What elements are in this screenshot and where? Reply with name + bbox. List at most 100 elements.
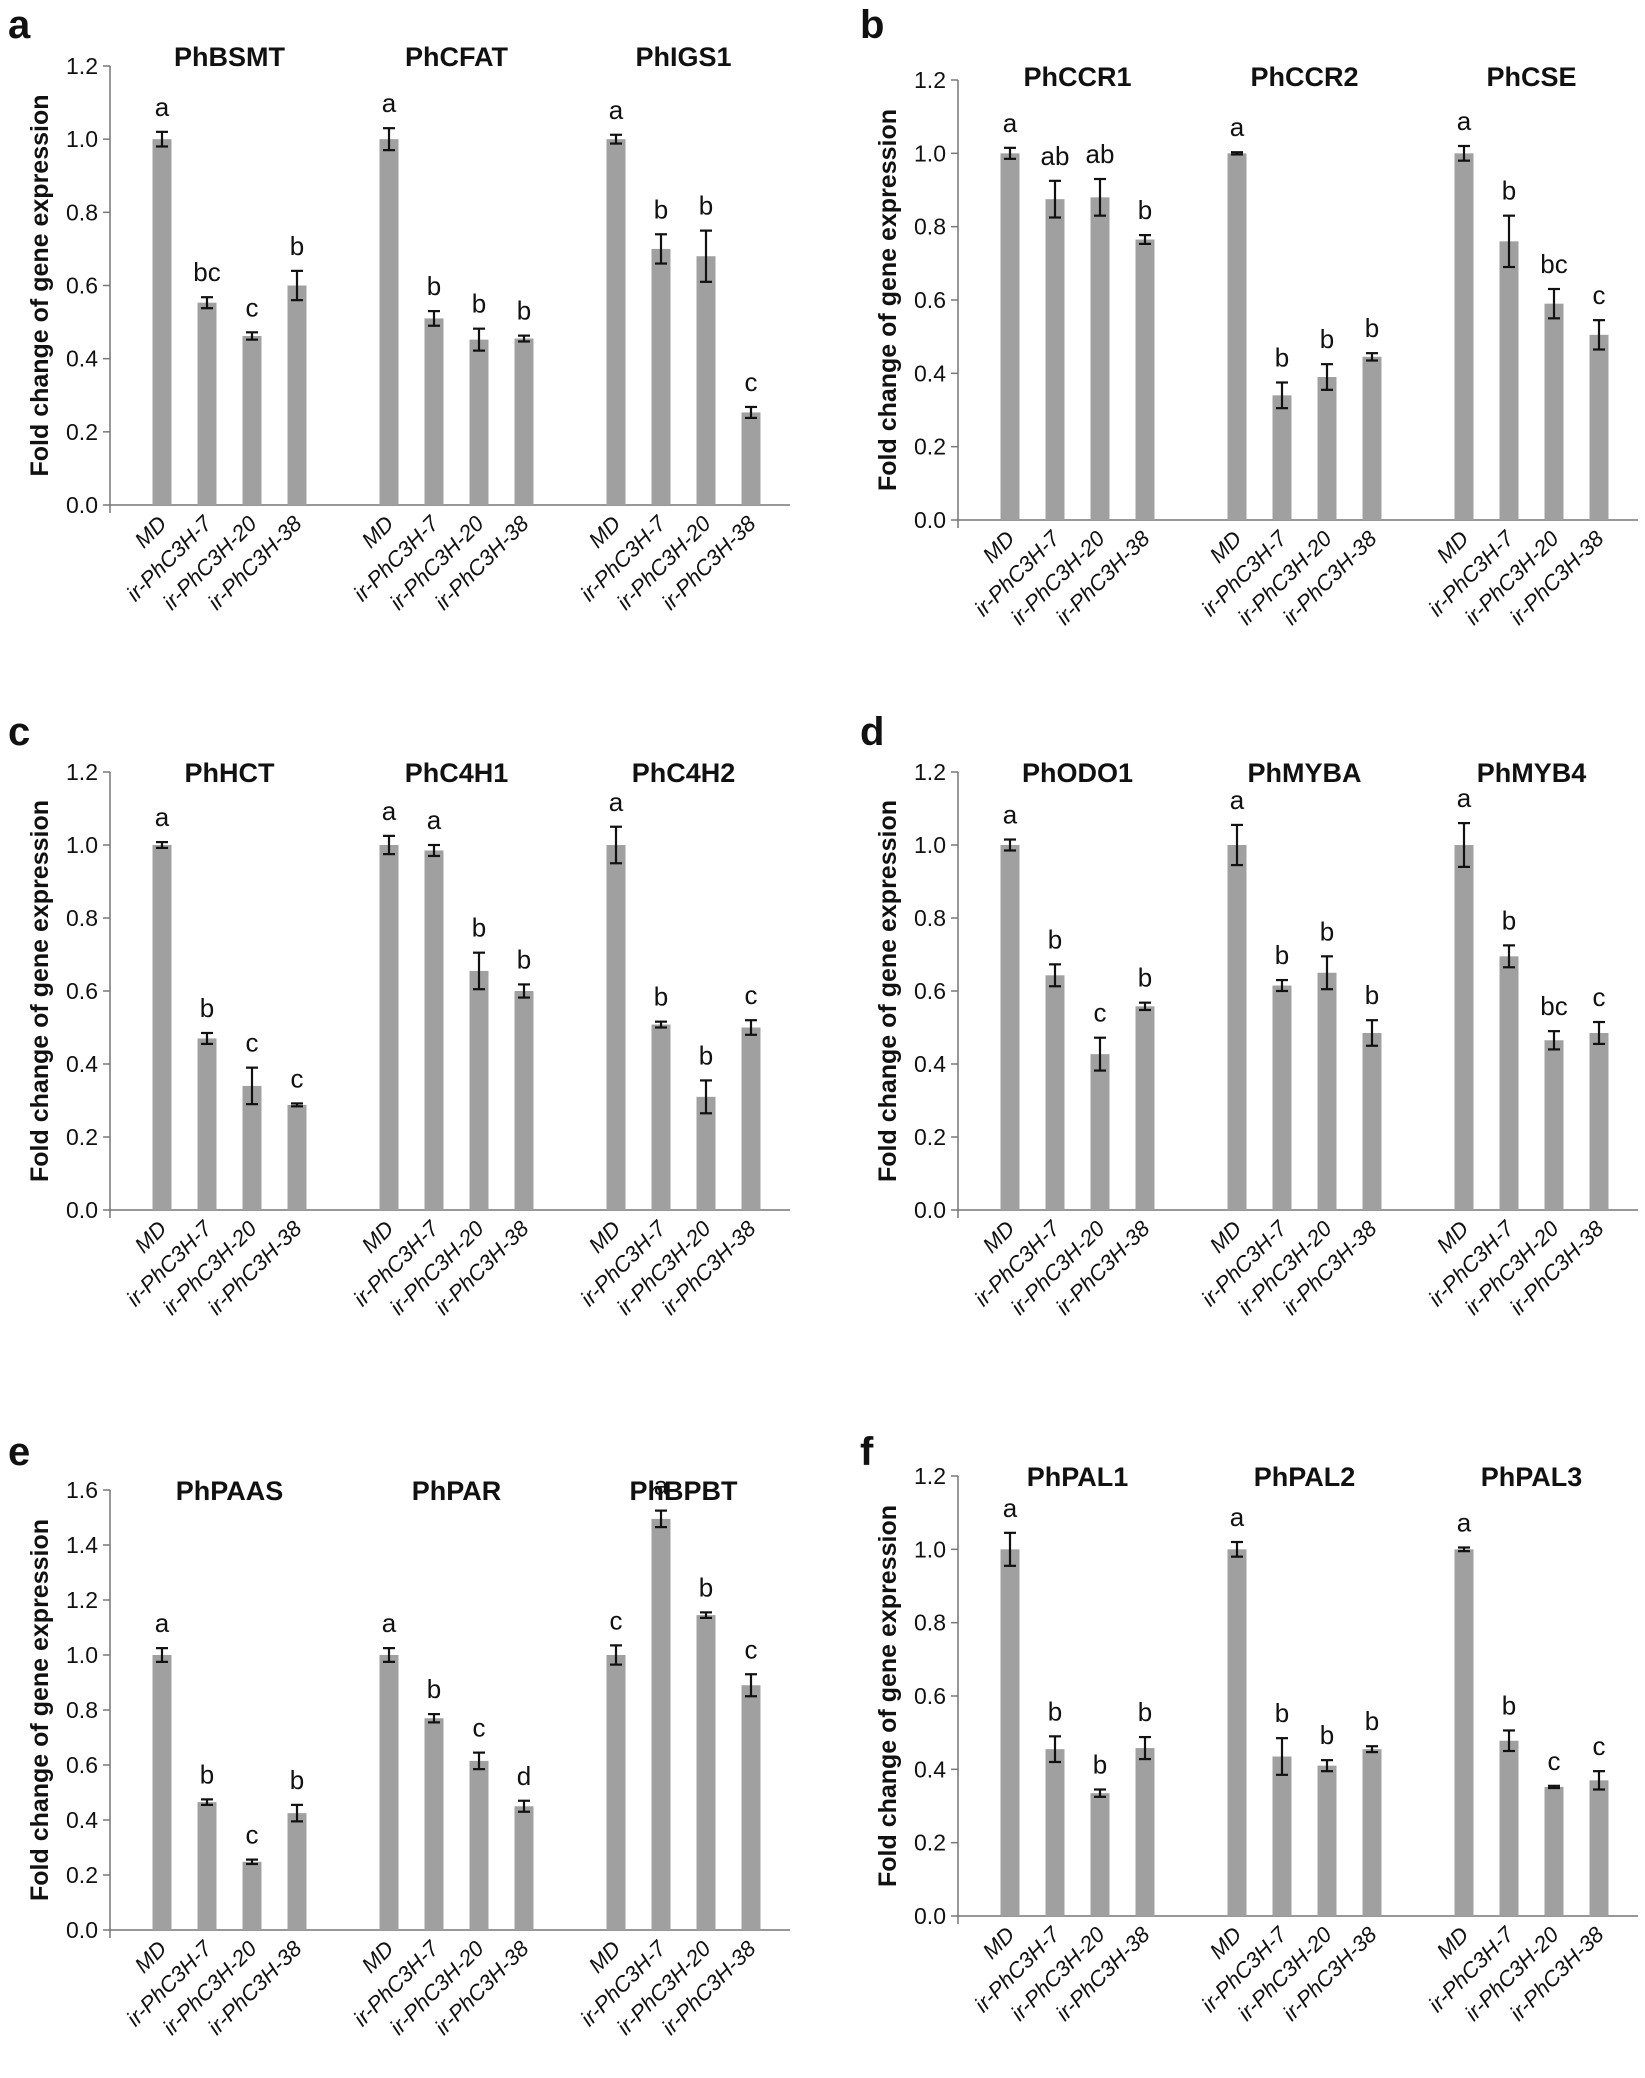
significance-letter: b xyxy=(699,1040,713,1070)
y-tick-label: 0.4 xyxy=(66,1807,98,1833)
significance-letter: a xyxy=(609,95,624,125)
panel-letter: d xyxy=(860,710,884,754)
bar-PhCSE-ir-PhC3H-7 xyxy=(1499,241,1519,521)
y-tick-label: 0.0 xyxy=(66,1917,98,1943)
bar-PhMYB4-MD xyxy=(1454,845,1474,1210)
significance-letter: b xyxy=(699,1572,713,1602)
bar-PhBSMT-ir-PhC3H-7 xyxy=(197,302,217,505)
y-tick-label: 0.2 xyxy=(914,1124,946,1150)
y-tick-label: 0.6 xyxy=(914,287,946,313)
significance-letter: d xyxy=(517,1761,531,1791)
significance-letter: a xyxy=(1457,1508,1472,1538)
significance-letter: a xyxy=(155,802,170,832)
significance-letter: b xyxy=(1138,1697,1152,1727)
y-tick-label: 0.0 xyxy=(66,1197,98,1223)
significance-letter: b xyxy=(200,993,214,1023)
bar-PhPAR-ir-PhC3H-7 xyxy=(424,1718,444,1930)
bar-PhCCR2-MD xyxy=(1227,153,1247,521)
bar-PhPAAS-ir-PhC3H-7 xyxy=(197,1802,217,1930)
gene-title: PhCSE xyxy=(1486,62,1576,92)
bar-PhMYBA-ir-PhC3H-38 xyxy=(1362,1032,1382,1210)
significance-letter: b xyxy=(290,231,304,261)
y-tick-label: 0.6 xyxy=(914,978,946,1004)
y-tick-label: 1.2 xyxy=(66,1587,98,1613)
y-tick-label: 0.8 xyxy=(914,1610,946,1636)
y-tick-label: 1.2 xyxy=(66,759,98,785)
significance-letter: b xyxy=(654,982,668,1012)
bar-PhIGS1-ir-PhC3H-20 xyxy=(696,256,716,505)
bar-PhPAR-ir-PhC3H-38 xyxy=(514,1806,534,1930)
gene-title: PhMYB4 xyxy=(1477,758,1587,788)
bar-PhPAL1-ir-PhC3H-20 xyxy=(1090,1793,1110,1916)
significance-letter: a xyxy=(1457,783,1472,813)
bar-PhPAL1-ir-PhC3H-7 xyxy=(1045,1749,1065,1916)
y-tick-label: 1.2 xyxy=(914,67,946,93)
significance-letter: b xyxy=(517,296,531,326)
y-tick-label: 0.4 xyxy=(914,360,946,386)
significance-letter: b xyxy=(1320,1720,1334,1750)
bar-PhPAL1-ir-PhC3H-38 xyxy=(1135,1748,1155,1916)
bar-PhMYBA-ir-PhC3H-7 xyxy=(1272,985,1292,1210)
bar-PhBPBT-ir-PhC3H-20 xyxy=(696,1615,716,1930)
y-tick-label: 0.2 xyxy=(66,419,98,445)
gene-title: PhMYBA xyxy=(1248,758,1362,788)
significance-letter: a xyxy=(382,1608,397,1638)
y-tick-label: 0.4 xyxy=(914,1756,946,1782)
bar-PhCCR1-ir-PhC3H-38 xyxy=(1135,239,1155,520)
y-tick-label: 1.0 xyxy=(66,1642,98,1668)
bar-PhMYBA-ir-PhC3H-20 xyxy=(1317,972,1337,1210)
bar-PhC4H2-ir-PhC3H-7 xyxy=(651,1024,671,1210)
significance-letter: a xyxy=(382,88,397,118)
chart-panel-f: f 0.0 0.2 0.4 0.6 0.8 1.0 1.2 Fold change of gen… xyxy=(860,1430,1638,2026)
significance-letter: b xyxy=(472,913,486,943)
chart-panel-e: e 0.0 0.2 0.4 0.6 0.8 1.0 1.2 1.4 1.6 Fold change … xyxy=(8,1430,790,2040)
bar-PhODO1-ir-PhC3H-38 xyxy=(1135,1006,1155,1210)
bar-PhBSMT-ir-PhC3H-38 xyxy=(287,285,307,505)
significance-letter: c xyxy=(745,980,758,1010)
bar-PhCSE-ir-PhC3H-38 xyxy=(1589,334,1609,520)
significance-letter: b xyxy=(1275,343,1289,373)
bar-PhC4H1-ir-PhC3H-20 xyxy=(469,970,489,1210)
bar-PhHCT-ir-PhC3H-7 xyxy=(197,1038,217,1210)
significance-letter: b xyxy=(517,944,531,974)
bar-PhODO1-MD xyxy=(1000,845,1020,1210)
bar-PhHCT-ir-PhC3H-38 xyxy=(287,1104,307,1210)
bar-PhC4H1-ir-PhC3H-7 xyxy=(424,850,444,1210)
bar-PhIGS1-ir-PhC3H-38 xyxy=(741,412,761,505)
significance-letter: c xyxy=(473,1713,486,1743)
bar-PhBSMT-MD xyxy=(152,139,172,505)
bar-PhPAAS-ir-PhC3H-38 xyxy=(287,1813,307,1930)
y-tick-label: 0.6 xyxy=(66,1752,98,1778)
gene-title: PhPAL1 xyxy=(1027,1462,1129,1492)
significance-letter: a xyxy=(654,1471,669,1501)
bar-PhCCR2-ir-PhC3H-38 xyxy=(1362,356,1382,520)
significance-letter: ab xyxy=(1086,139,1115,169)
y-tick-label: 0.8 xyxy=(66,905,98,931)
bar-PhHCT-MD xyxy=(152,845,172,1210)
significance-letter: bc xyxy=(1540,991,1567,1021)
bar-PhPAL2-ir-PhC3H-20 xyxy=(1317,1765,1337,1916)
y-tick-label: 0.0 xyxy=(66,492,98,518)
significance-letter: b xyxy=(1320,324,1334,354)
y-tick-label: 1.2 xyxy=(66,53,98,79)
bar-PhIGS1-ir-PhC3H-7 xyxy=(651,248,671,505)
significance-letter: a xyxy=(1003,800,1018,830)
significance-letter: c xyxy=(610,1605,623,1635)
significance-letter: b xyxy=(1502,176,1516,206)
bar-PhPAR-MD xyxy=(379,1655,399,1930)
y-axis-title: Fold change of gene expression xyxy=(26,1519,54,1901)
gene-title: PhPAL3 xyxy=(1481,1462,1583,1492)
significance-letter: a xyxy=(609,787,624,817)
y-tick-label: 0.6 xyxy=(914,1683,946,1709)
significance-letter: ab xyxy=(1041,141,1070,171)
significance-letter: a xyxy=(1003,108,1018,138)
significance-letter: c xyxy=(745,1634,758,1664)
y-tick-label: 1.0 xyxy=(66,126,98,152)
y-axis-title: Fold change of gene expression xyxy=(874,1505,902,1887)
significance-letter: b xyxy=(427,271,441,301)
chart-panel-c: c 0.0 0.2 0.4 0.6 0.8 1.0 1.2 Fold change of gen… xyxy=(8,710,790,1320)
bar-PhC4H2-ir-PhC3H-20 xyxy=(696,1096,716,1210)
y-tick-label: 0.8 xyxy=(66,199,98,225)
gene-title: PhBSMT xyxy=(174,42,286,72)
bar-PhCCR2-ir-PhC3H-20 xyxy=(1317,377,1337,520)
